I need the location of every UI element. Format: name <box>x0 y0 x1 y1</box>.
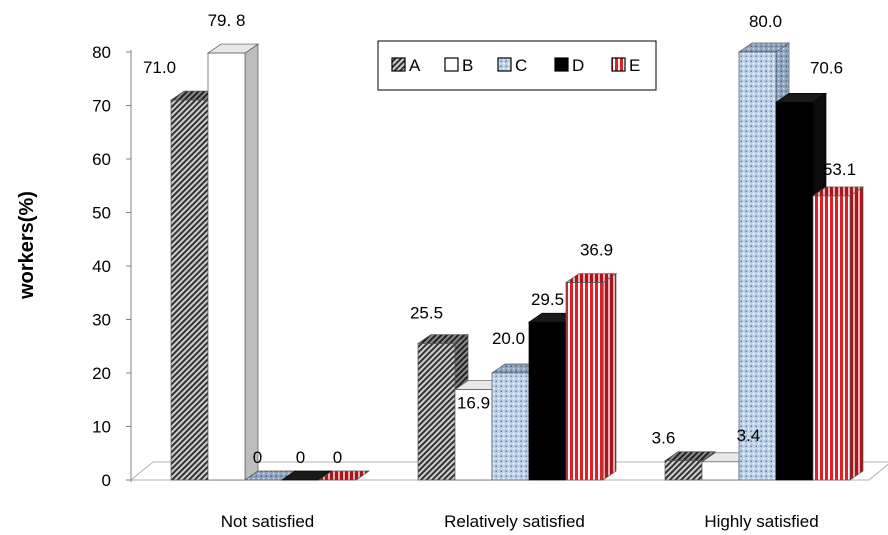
legend: A B C D E <box>377 40 657 91</box>
legend-swatch <box>611 57 626 72</box>
legend-swatch <box>554 57 569 72</box>
data-label: 53.1 <box>823 160 856 179</box>
y-tick-label: 70 <box>92 97 111 116</box>
y-tick-label: 30 <box>92 311 111 330</box>
bar-front <box>664 460 703 481</box>
bar-front <box>812 195 851 481</box>
bar-B-0 <box>206 43 260 481</box>
data-label: 71.0 <box>143 58 176 77</box>
data-labels-group: 71.0 79. 8 0 0 0 25.5 16.9 20.0 29.5 36.9 3.6 3.4 80… <box>143 11 856 467</box>
y-tick-label: 0 <box>102 471 111 490</box>
legend-label: B <box>462 56 473 75</box>
data-label: 3.6 <box>652 429 676 448</box>
legend-item-B: B <box>444 56 473 75</box>
data-label: 29.5 <box>531 290 564 309</box>
data-label: 79. 8 <box>208 11 246 30</box>
bar-side <box>602 272 617 481</box>
bar-front <box>417 343 456 481</box>
data-label: 0 <box>253 448 262 467</box>
y-tick-label: 10 <box>92 418 111 437</box>
bar-front <box>454 389 493 481</box>
data-label: 36.9 <box>580 241 613 260</box>
data-label: 0 <box>296 448 305 467</box>
legend-label: E <box>629 56 640 75</box>
legend-swatch <box>497 57 512 72</box>
data-label: 16.9 <box>457 394 490 413</box>
bar-front <box>701 461 740 481</box>
category-label: Relatively satisfied <box>444 512 585 531</box>
data-label: 80.0 <box>749 12 782 31</box>
bar-E-0 <box>317 470 371 481</box>
bar-side <box>849 186 864 481</box>
category-labels: Not satisfied Relatively satisfied Highly … <box>221 512 819 531</box>
data-label: 3.4 <box>737 426 761 445</box>
y-tick-label: 60 <box>92 150 111 169</box>
legend-item-C: C <box>497 56 527 75</box>
bar-front <box>491 372 530 481</box>
data-label: 70.6 <box>810 58 843 77</box>
bar-front <box>565 282 604 481</box>
data-label: 0 <box>333 448 342 467</box>
legend-box <box>377 40 657 91</box>
category-label: Highly satisfied <box>704 512 818 531</box>
y-axis-label: workers(%) <box>16 191 38 300</box>
bar-E-1 <box>564 272 618 481</box>
bar-side <box>244 43 259 481</box>
bar-front <box>170 99 209 481</box>
legend-label: A <box>409 56 421 75</box>
bar-front <box>207 52 246 481</box>
legend-item-D: D <box>554 56 584 75</box>
y-axis-ticks: 0 10 20 30 40 50 60 70 80 <box>92 43 131 490</box>
data-label: 20.0 <box>492 329 525 348</box>
bar-front <box>738 51 777 481</box>
data-label: 25.5 <box>410 304 443 323</box>
y-tick-label: 80 <box>92 43 111 62</box>
legend-item-E: E <box>611 56 640 75</box>
bar-top <box>317 470 371 481</box>
y-tick-label: 40 <box>92 257 111 276</box>
legend-item-A: A <box>391 56 421 75</box>
y-tick-label: 50 <box>92 204 111 223</box>
bar-E-2 <box>811 186 865 481</box>
legend-swatch <box>391 57 406 72</box>
bar-front <box>528 321 567 481</box>
legend-label: C <box>515 56 527 75</box>
y-tick-label: 20 <box>92 364 111 383</box>
bars-group <box>169 42 865 481</box>
legend-swatch <box>444 57 459 72</box>
bar-front <box>775 101 814 481</box>
legend-label: D <box>572 56 584 75</box>
category-label: Not satisfied <box>221 512 315 531</box>
